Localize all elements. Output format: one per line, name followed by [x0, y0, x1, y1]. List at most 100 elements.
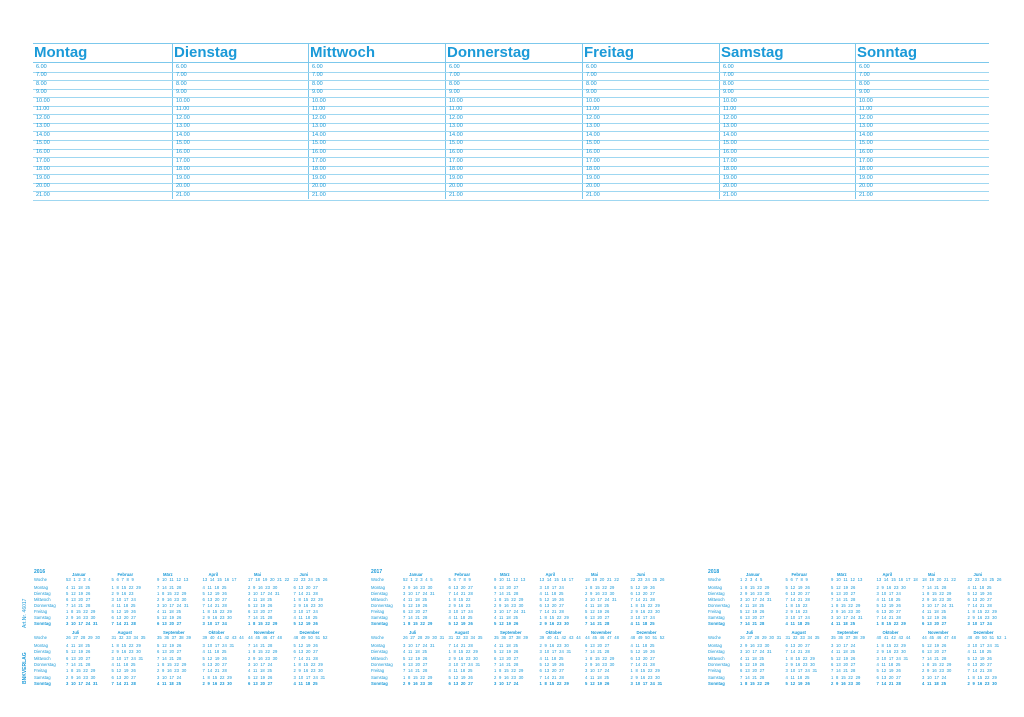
hour-label: 19.00: [723, 174, 737, 181]
hour-label: 12.00: [449, 114, 463, 121]
day-numbers: 1 8 15 22 29: [740, 680, 770, 686]
day-numbers: 1 8 15 22 29: [922, 591, 952, 596]
day-numbers: 4 11 18 25: [585, 674, 609, 680]
weekday-label: Samstag: [34, 674, 51, 680]
day-numbers: 1 8 15 22 29: [66, 609, 96, 614]
hour-label: 8.00: [312, 80, 323, 87]
day-numbers: 2 9 16 23: [448, 603, 471, 608]
row-rule: [33, 165, 989, 167]
month-name: Mai: [928, 572, 935, 577]
month-name: Februar: [117, 572, 134, 577]
day-numbers: 6 13 20 27: [157, 649, 182, 655]
day-numbers: 6 13 20 27: [785, 591, 810, 596]
week-numbers: 13 14 15 16 17: [202, 577, 237, 582]
hour-label: 7.00: [859, 72, 870, 79]
row-rule: [33, 114, 989, 116]
day-numbers: 5 12 19 26: [494, 649, 519, 655]
day-numbers: 5 12 19 26: [785, 680, 810, 686]
day-numbers: 3 10 17 24 31: [967, 643, 1000, 648]
day-numbers: 6 13 20 27: [967, 597, 992, 602]
day-numbers: 1 8 15 22 29: [66, 668, 96, 674]
day-numbers: 1 8 15 22 29: [876, 621, 906, 626]
day-numbers: 7 14 21 28: [111, 680, 136, 686]
weekday-label: Dienstag: [371, 591, 388, 596]
day-numbers: 3 10 17 24: [585, 668, 610, 674]
hour-label: 17.00: [586, 157, 600, 164]
hour-label: 6.00: [449, 63, 460, 70]
day-numbers: 4 11 18 25: [831, 649, 855, 655]
hour-label: 13.00: [176, 123, 190, 130]
day-numbers: 1 8 15 22 29: [630, 603, 660, 608]
day-numbers: 4 11 18 25: [202, 649, 227, 655]
day-numbers: 4 11 18 25: [248, 597, 272, 602]
month-name: August: [117, 630, 132, 635]
hour-label: 9.00: [723, 89, 734, 96]
day-numbers: 4 11 18 25: [111, 603, 136, 608]
hour-label: 14.00: [859, 131, 873, 138]
day-numbers: 4 11 18 25: [494, 615, 518, 620]
row-rule: [33, 148, 989, 150]
weekday-label: Mittwoch: [34, 597, 51, 602]
day-numbers: 1 8 15 22 29: [922, 661, 952, 667]
week-label: Woche: [708, 635, 721, 640]
day-numbers: 1 8 15 22 29: [448, 649, 478, 655]
day-numbers: 4 11 18 25: [876, 597, 901, 602]
week-label: Woche: [34, 635, 47, 640]
hour-label: 21.00: [859, 191, 873, 198]
day-numbers: 3 10 17 24: [539, 585, 564, 590]
weekday-label: Montag: [371, 585, 385, 590]
day-numbers: 6 13 20 27: [876, 609, 901, 614]
day-numbers: 5 12 19 26: [248, 603, 273, 608]
row-rule: [33, 88, 989, 90]
day-numbers: 3 10 17 24 31: [111, 655, 144, 661]
week-label: Woche: [371, 635, 384, 640]
hour-label: 9.00: [859, 89, 870, 96]
day-numbers: 1 8 15 22 29: [494, 597, 524, 602]
day-numbers: 1 8 15 22 29: [967, 609, 997, 614]
weekday-label: Donnerstag: [371, 661, 393, 667]
week-numbers: 31 32 33 34 35: [785, 635, 820, 640]
hour-label: 10.00: [723, 97, 737, 104]
calendar-year: 2016: [34, 569, 46, 575]
row-rule: [33, 139, 989, 141]
hour-label: 18.00: [449, 166, 463, 173]
day-numbers: 3 10 17 24: [111, 597, 136, 602]
hour-label: 8.00: [176, 80, 187, 87]
day-numbers: 2 9 16 23 30: [539, 643, 569, 648]
month-name: Januar: [746, 572, 760, 577]
day-numbers: 7 14 21 28: [111, 621, 136, 626]
day-numbers: 3 10 17 24: [448, 609, 473, 614]
month-name: September: [500, 630, 522, 635]
hour-label: 18.00: [723, 166, 737, 173]
day-numbers: 5 12 19 26: [494, 621, 519, 626]
hour-label: 11.00: [176, 106, 190, 113]
day-numbers: 7 14 21 28: [922, 655, 947, 661]
row-rule: [33, 182, 989, 184]
day-numbers: 7 14 21 28: [248, 615, 273, 620]
day-numbers: 1 8 15 22 29: [293, 597, 323, 602]
hour-label: 7.00: [449, 72, 460, 79]
week-numbers: 35 36 37 38 39: [494, 635, 528, 640]
hour-label: 16.00: [449, 149, 463, 155]
day-numbers: 2 9 16 23 30: [66, 674, 96, 680]
day-numbers: 7 14 21 28: [157, 655, 182, 661]
hour-label: 15.00: [859, 140, 873, 147]
hour-label: 12.00: [723, 114, 737, 121]
hour-label: 9.00: [312, 89, 323, 96]
day-numbers: 5 12 19 26: [66, 649, 91, 655]
day-numbers: 6 13 20 27: [248, 680, 273, 686]
row-rule: [33, 174, 989, 176]
day-numbers: 2 9 16 23 30: [630, 674, 660, 680]
weekday-label: Dienstag: [371, 649, 388, 655]
hour-label: 18.00: [586, 166, 600, 173]
hour-label: 13.00: [312, 123, 326, 130]
hour-label: 20.00: [586, 183, 600, 190]
hour-label: 11.00: [723, 106, 737, 113]
day-numbers: 2 9 16 23 30: [831, 609, 861, 614]
day-header: Sonntag: [857, 44, 917, 61]
month-name: Juli: [72, 630, 80, 635]
day-numbers: 4 11 18 25: [967, 585, 992, 590]
day-numbers: 2 9 16 23 30: [967, 680, 997, 686]
row-rule: [33, 199, 989, 201]
day-numbers: 4 11 18 25: [785, 621, 810, 626]
